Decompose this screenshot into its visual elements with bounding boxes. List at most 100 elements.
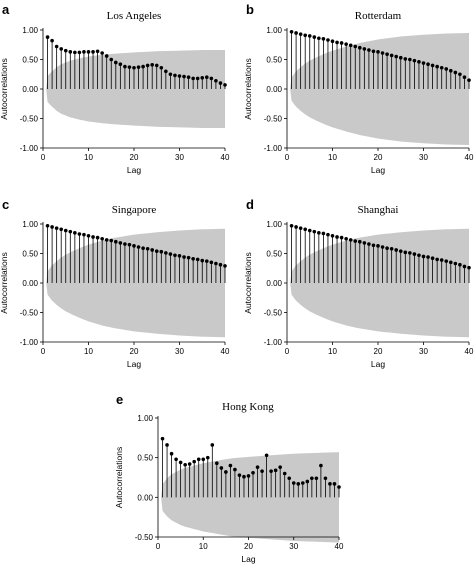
x-tick-label: 30 xyxy=(419,347,428,356)
acf-point xyxy=(412,58,417,63)
panel-d: d Shanghai -1.00 -0.50 0.00 0.50 1.00 0 10 20 30 40… xyxy=(243,197,474,369)
acf-point xyxy=(173,253,177,258)
y-axis-title: Autocorrelations xyxy=(0,58,9,119)
acf-point xyxy=(218,81,223,85)
acf-point xyxy=(45,35,50,39)
acf-point xyxy=(337,485,341,489)
acf-point xyxy=(294,31,298,35)
x-tick-label: 20 xyxy=(374,347,383,356)
acf-point xyxy=(426,255,430,259)
acf-point xyxy=(314,476,319,481)
panel-letter: e xyxy=(116,392,123,407)
acf-point xyxy=(421,61,426,65)
acf-point xyxy=(223,83,227,87)
panel-letter: c xyxy=(2,197,9,212)
acf-point xyxy=(335,235,339,239)
y-tick-label: -0.50 xyxy=(264,309,283,318)
acf-point xyxy=(86,234,91,238)
acf-point xyxy=(453,70,458,75)
x-tick-label: 30 xyxy=(419,153,428,162)
acf-point xyxy=(339,235,344,240)
acf-point xyxy=(214,261,218,266)
y-tick-label: 0.50 xyxy=(266,250,282,259)
acf-point xyxy=(123,242,127,246)
y-tick-label: -1.00 xyxy=(264,144,283,153)
y-tick-label: -0.50 xyxy=(20,115,39,124)
acf-point xyxy=(430,256,435,261)
y-tick-label: -1.00 xyxy=(20,144,39,153)
acf-point xyxy=(100,51,104,55)
acf-point xyxy=(145,63,150,68)
acf-point xyxy=(141,64,145,69)
y-axis-title: Autocorrelations xyxy=(0,252,9,313)
acf-point xyxy=(273,468,278,473)
acf-point xyxy=(186,75,191,79)
acf-point xyxy=(403,250,408,255)
acf-point xyxy=(173,73,177,78)
y-tick-label: -0.50 xyxy=(135,533,154,542)
acf-point xyxy=(312,229,317,234)
acf-point xyxy=(296,482,301,486)
x-tick-label: 20 xyxy=(374,153,383,162)
x-tick-label: 20 xyxy=(130,347,139,356)
acf-point xyxy=(255,465,260,469)
acf-point xyxy=(54,226,59,230)
acf-point xyxy=(358,239,362,244)
acf-point xyxy=(178,460,183,465)
acf-point xyxy=(219,466,224,470)
acf-point xyxy=(462,75,467,79)
acf-point xyxy=(408,251,412,255)
acf-point xyxy=(214,78,218,83)
acf-point xyxy=(215,461,219,466)
acf-point xyxy=(159,65,164,70)
acf-point xyxy=(380,51,385,55)
acf-point xyxy=(177,254,182,258)
x-tick-label: 40 xyxy=(335,542,344,551)
acf-point xyxy=(439,258,444,262)
acf-point xyxy=(186,255,191,260)
acf-point xyxy=(91,235,95,239)
acf-point xyxy=(289,29,294,34)
acf-point xyxy=(182,74,186,79)
acf-point xyxy=(59,227,63,232)
acf-point xyxy=(439,65,444,70)
acf-point xyxy=(182,255,186,259)
acf-point xyxy=(123,64,127,69)
x-axis-title: Lag xyxy=(241,554,255,564)
acf-point xyxy=(168,252,173,256)
acf-point xyxy=(323,476,328,481)
acf-point xyxy=(174,457,178,462)
acf-point xyxy=(59,47,63,51)
x-tick-label: 0 xyxy=(156,542,161,551)
acf-point xyxy=(458,262,462,267)
panel-title: Singapore xyxy=(112,204,157,216)
acf-point xyxy=(118,62,123,67)
panel-title: Rotterdam xyxy=(355,10,402,22)
acf-point xyxy=(330,234,335,238)
acf-point xyxy=(191,76,195,81)
acf-point xyxy=(426,62,430,67)
y-tick-label: 0.00 xyxy=(137,493,153,502)
acf-point xyxy=(109,238,114,243)
x-tick-label: 0 xyxy=(285,347,290,356)
acf-point xyxy=(298,32,303,36)
y-axis-title: Autocorrelations xyxy=(114,447,124,508)
acf-point xyxy=(264,453,269,458)
panel-c: c Singapore -1.00 -0.50 0.00 0.50 1.00 0 10 20 30 4… xyxy=(0,197,230,369)
acf-point xyxy=(114,60,118,65)
acf-point xyxy=(109,57,114,62)
acf-point xyxy=(169,451,174,456)
acf-point xyxy=(86,50,91,54)
y-tick-label: 0.50 xyxy=(22,250,38,259)
acf-point xyxy=(430,63,435,68)
acf-point xyxy=(91,50,95,54)
acf-point xyxy=(132,65,136,70)
y-tick-label: 0.00 xyxy=(22,85,38,94)
panel-title: Los Angeles xyxy=(107,10,162,22)
acf-point xyxy=(444,67,449,71)
acf-point xyxy=(385,246,389,250)
acf-point xyxy=(312,35,317,39)
acf-point xyxy=(201,457,206,462)
acf-point xyxy=(321,37,326,41)
